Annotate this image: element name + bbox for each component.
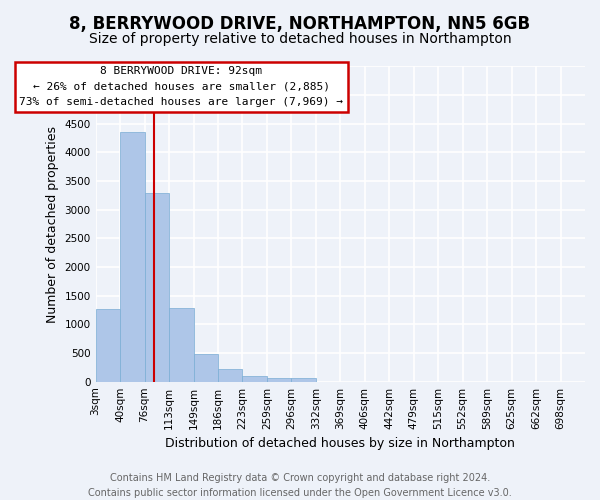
Bar xyxy=(120,132,145,382)
Bar xyxy=(169,308,193,382)
Y-axis label: Number of detached properties: Number of detached properties xyxy=(46,126,59,322)
Bar xyxy=(267,378,292,382)
Bar xyxy=(242,376,267,382)
X-axis label: Distribution of detached houses by size in Northampton: Distribution of detached houses by size … xyxy=(166,437,515,450)
Text: Contains HM Land Registry data © Crown copyright and database right 2024.
Contai: Contains HM Land Registry data © Crown c… xyxy=(88,472,512,498)
Text: 8, BERRYWOOD DRIVE, NORTHAMPTON, NN5 6GB: 8, BERRYWOOD DRIVE, NORTHAMPTON, NN5 6GB xyxy=(70,15,530,33)
Bar xyxy=(95,309,120,382)
Bar xyxy=(193,354,218,382)
Text: Size of property relative to detached houses in Northampton: Size of property relative to detached ho… xyxy=(89,32,511,46)
Text: 8 BERRYWOOD DRIVE: 92sqm
← 26% of detached houses are smaller (2,885)
73% of sem: 8 BERRYWOOD DRIVE: 92sqm ← 26% of detach… xyxy=(19,66,343,107)
Bar xyxy=(218,368,242,382)
Bar xyxy=(145,192,169,382)
Bar xyxy=(292,378,316,382)
